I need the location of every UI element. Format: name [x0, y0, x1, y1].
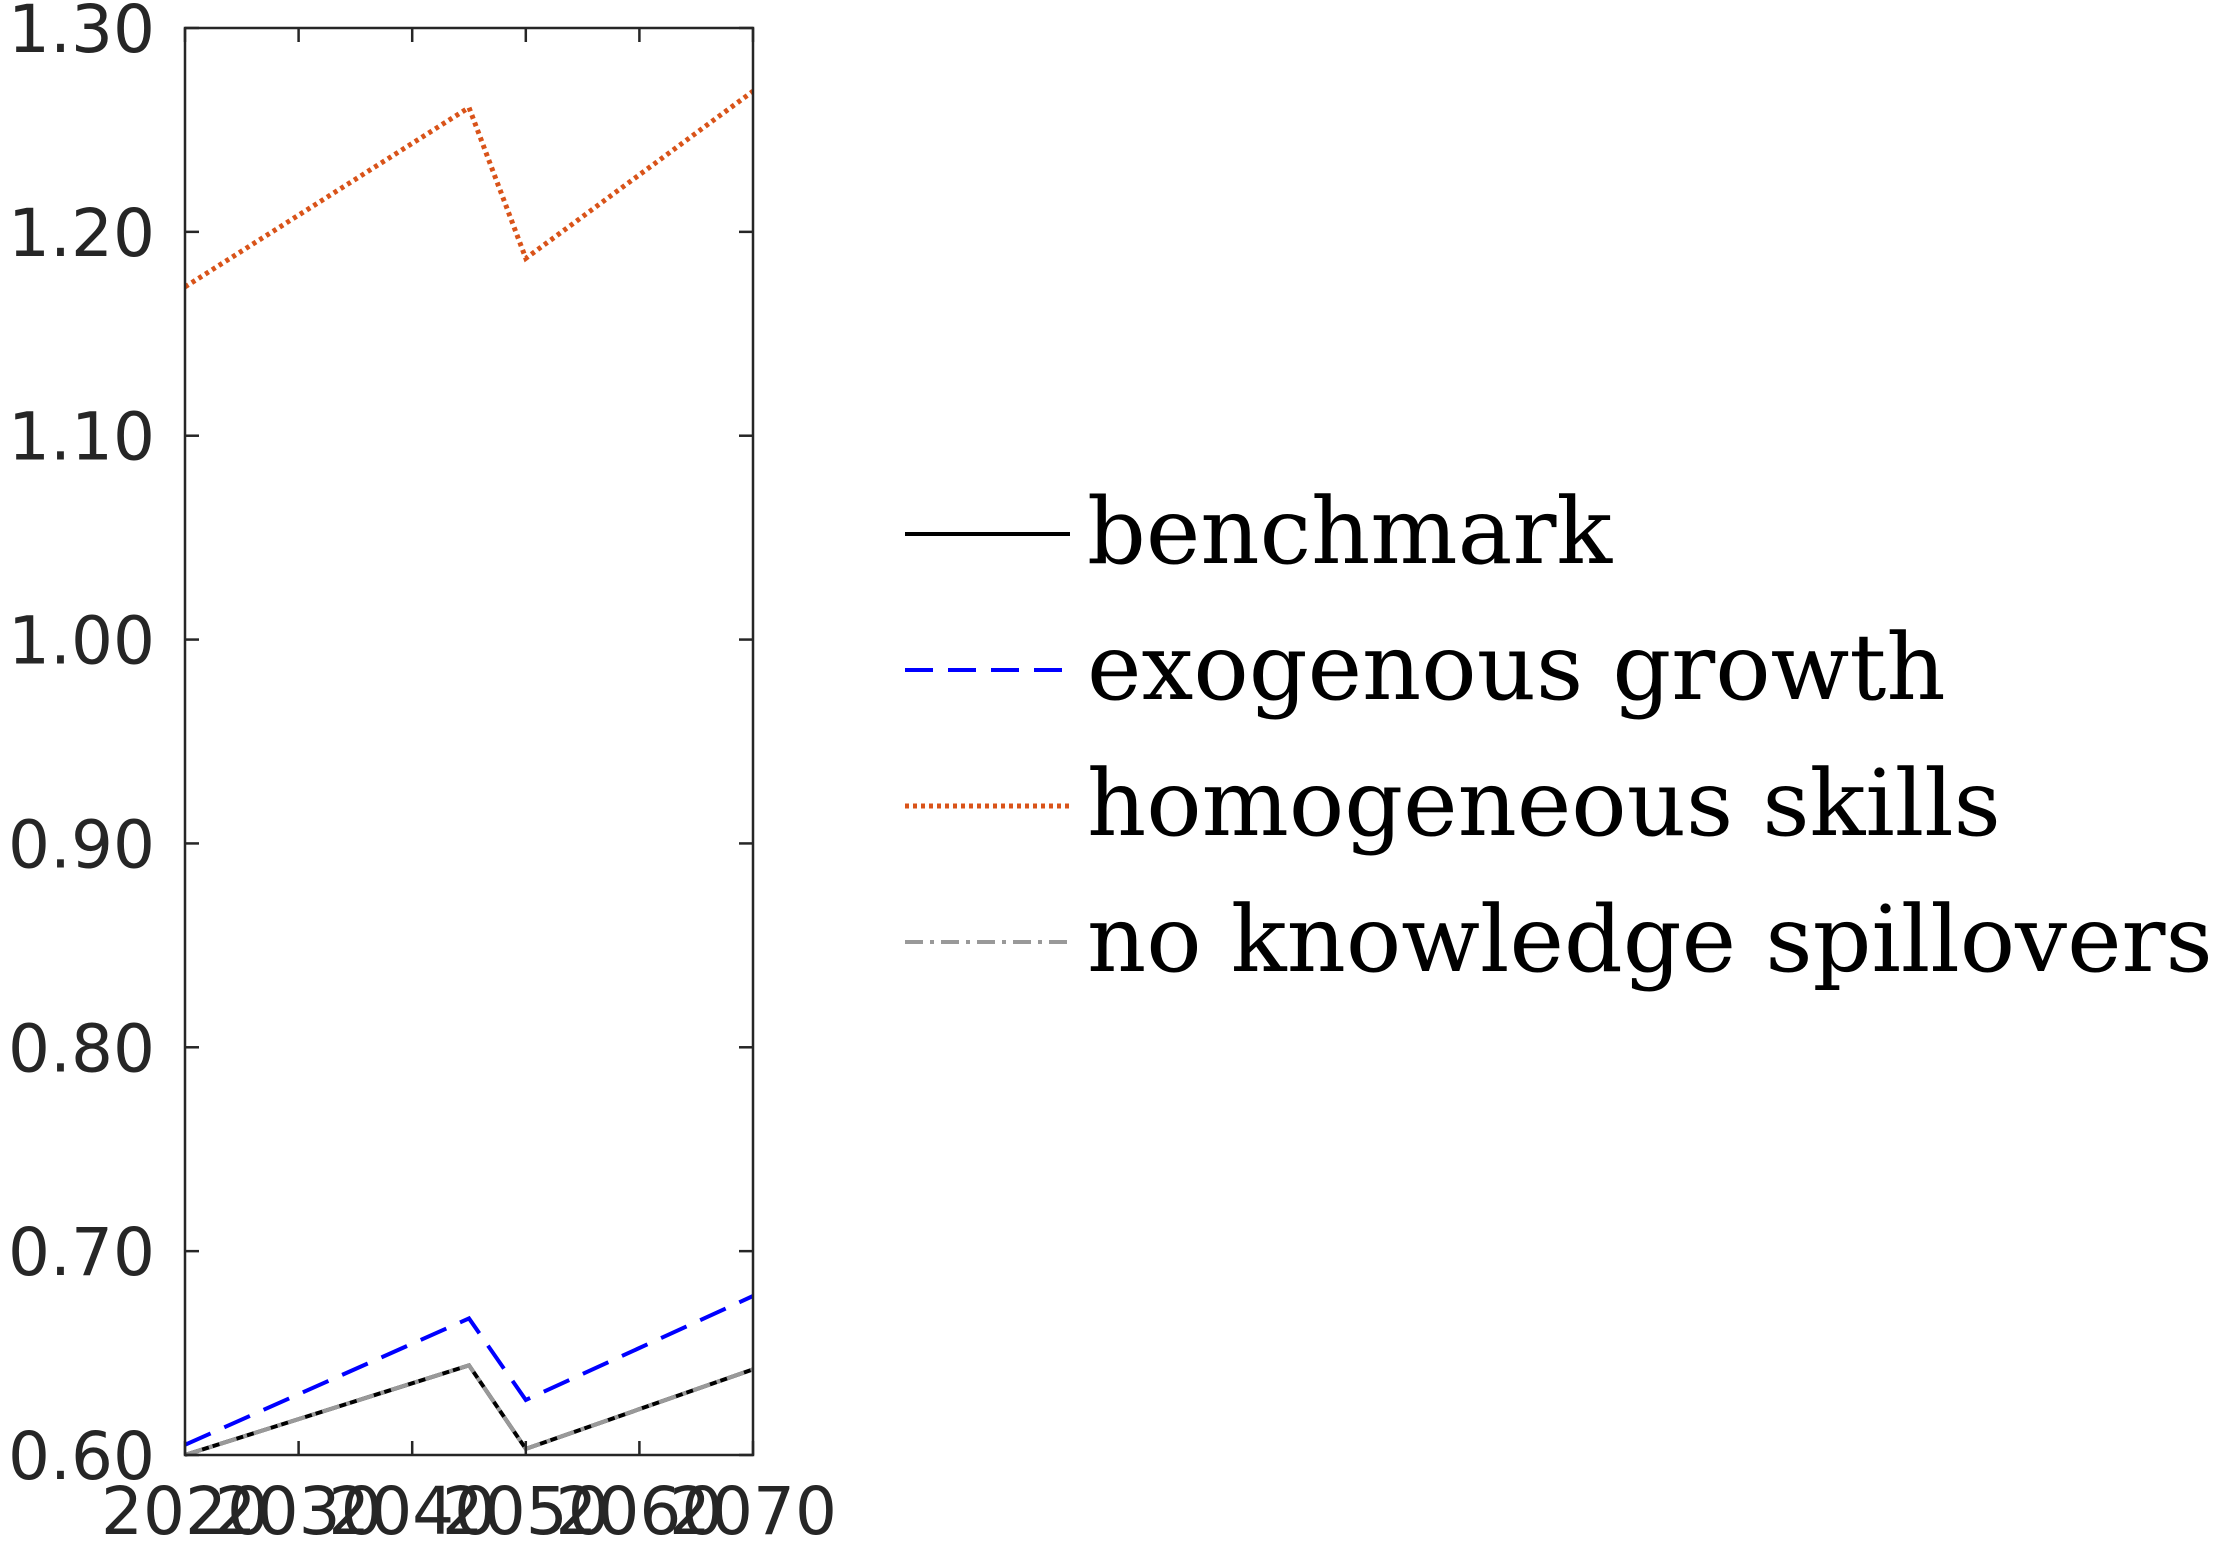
series-line-no-knowledge-spillovers	[185, 1362, 753, 1457]
y-tick-label: 0.80	[8, 1010, 155, 1087]
y-tick-label: 1.10	[8, 399, 155, 476]
y-tick-label: 1.00	[8, 603, 155, 680]
y-tick-label: 0.60	[8, 1418, 155, 1495]
legend-label-no-knowledge-spillovers: no knowledge spillovers	[1087, 886, 2213, 993]
series-line-exogenous-growth	[185, 1294, 753, 1447]
axes-box	[183, 26, 755, 1457]
y-tick-label: 1.30	[8, 0, 155, 68]
x-tick-label: 2050	[442, 1473, 610, 1550]
x-tick-label: 2030	[215, 1473, 383, 1550]
series-line-homogeneous-skills	[185, 89, 753, 290]
y-tick-label: 1.20	[8, 195, 155, 272]
legend: benchmark exogenous growth homogeneous ski…	[905, 478, 2213, 993]
legend-label-benchmark: benchmark	[1087, 478, 1613, 585]
axes: 0.60 0.70 0.80 0.90 1.00 1.10 1.20 1.30 20202030…	[8, 0, 837, 1550]
x-tick-label: 2040	[328, 1473, 496, 1550]
x-tick-label: 2020	[101, 1473, 269, 1550]
y-tick-label: 0.70	[8, 1214, 155, 1291]
x-tick-label: 2060	[555, 1473, 723, 1550]
legend-label-homogeneous-skills: homogeneous skills	[1087, 750, 2001, 857]
x-tick-label: 2070	[669, 1473, 837, 1550]
legend-label-exogenous-growth: exogenous growth	[1087, 614, 1946, 721]
plot-area	[185, 89, 753, 1457]
y-tick-label: 0.90	[8, 806, 155, 883]
